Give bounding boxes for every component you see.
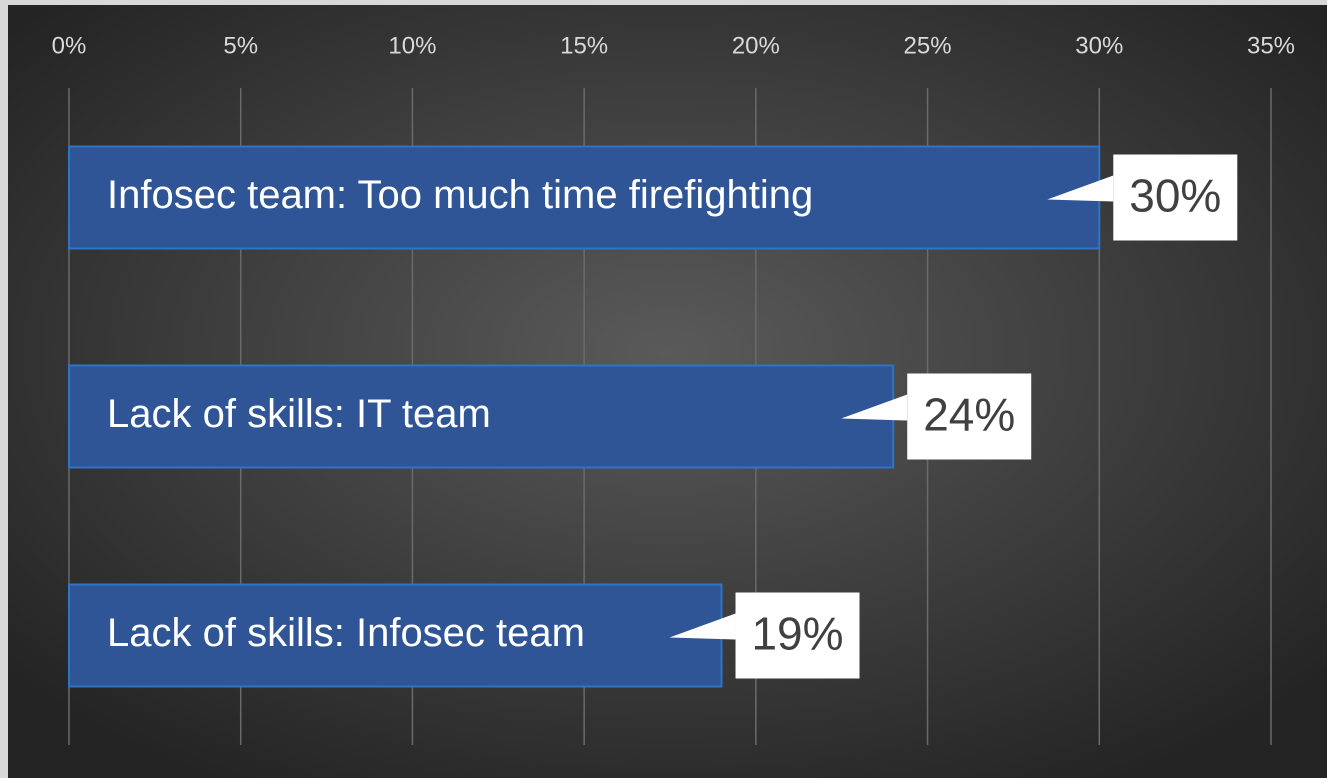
category-label: Infosec team: Too much time firefighting bbox=[107, 173, 813, 217]
x-tick-label: 5% bbox=[223, 32, 258, 59]
data-label: 19% bbox=[751, 608, 843, 660]
x-tick-label: 35% bbox=[1247, 32, 1295, 59]
x-tick-label: 0% bbox=[52, 32, 87, 59]
data-label-box bbox=[1113, 154, 1238, 241]
bar bbox=[68, 583, 723, 688]
data-label: 30% bbox=[1129, 170, 1221, 222]
category-label: Lack of skills: Infosec team bbox=[107, 611, 585, 655]
bar bbox=[68, 364, 895, 469]
data-label: 24% bbox=[923, 389, 1015, 441]
x-tick-label: 25% bbox=[904, 32, 952, 59]
x-tick-label: 30% bbox=[1075, 32, 1123, 59]
data-label-box bbox=[735, 592, 860, 679]
category-label: Lack of skills: IT team bbox=[107, 392, 491, 436]
callout-pointer bbox=[841, 394, 908, 421]
x-tick-label: 15% bbox=[560, 32, 608, 59]
callout-pointer bbox=[1047, 175, 1114, 202]
callout-pointer bbox=[669, 613, 736, 640]
bar bbox=[68, 145, 1101, 250]
x-tick-label: 20% bbox=[732, 32, 780, 59]
data-label-box bbox=[907, 373, 1032, 460]
x-tick-label: 10% bbox=[388, 32, 436, 59]
